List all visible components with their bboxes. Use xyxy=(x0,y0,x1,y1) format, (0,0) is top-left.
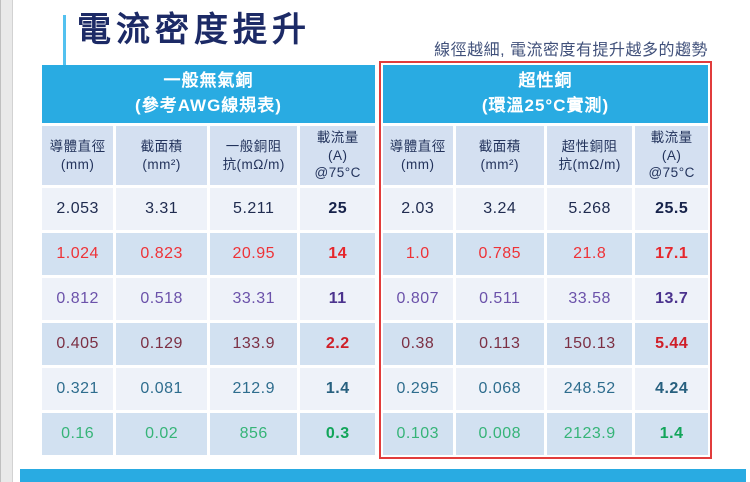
table-cell: 0.02 xyxy=(116,413,207,455)
table-cell: 25 xyxy=(300,188,375,230)
table-cell: 2.053 xyxy=(42,188,114,230)
table-cell: 1.024 xyxy=(42,233,114,275)
column-header: 超性銅阻 抗(mΩ/m) xyxy=(547,126,633,185)
table-cell: 17.1 xyxy=(635,233,708,275)
group-header-line2: (參考AWG線規表) xyxy=(135,96,282,115)
table-cell: 0.405 xyxy=(42,323,114,365)
table-cell: 0.113 xyxy=(455,323,544,365)
table-cell: 133.9 xyxy=(210,323,298,365)
comparison-tables: 一般無氣銅 (參考AWG線規表) 導體直徑 (mm) 截面積 (mm²) 一般銅阻 抗(m… xyxy=(42,61,712,459)
table-group-header-super: 超性銅 (環溫25°C實測) xyxy=(383,65,708,123)
table-super-copper: 超性銅 (環溫25°C實測) 導體直徑 (mm) 截面積 (mm²) 超性銅阻 抗(mΩ/… xyxy=(383,65,708,455)
column-header: 導體直徑 (mm) xyxy=(383,126,453,185)
table-cell: 0.3 xyxy=(300,413,375,455)
table-cell: 2.2 xyxy=(300,323,375,365)
table-cell: 212.9 xyxy=(210,368,298,410)
page-edge-strip xyxy=(0,0,13,482)
column-header: 導體直徑 (mm) xyxy=(42,126,114,185)
table-cell: 2.03 xyxy=(383,188,453,230)
table-grid-super: 導體直徑 (mm) 截面積 (mm²) 超性銅阻 抗(mΩ/m) 載流量 (A) @75°C 2.… xyxy=(383,126,708,455)
table-cell: 5.44 xyxy=(635,323,708,365)
table-cell: 14 xyxy=(300,233,375,275)
group-header-line1: 超性銅 xyxy=(518,71,573,91)
table-cell: 0.812 xyxy=(42,278,114,320)
column-header: 截面積 (mm²) xyxy=(116,126,207,185)
title-accent-bar xyxy=(63,15,66,65)
table-cell: 0.511 xyxy=(455,278,544,320)
table-cell: 5.211 xyxy=(210,188,298,230)
column-header: 載流量 (A) @75°C xyxy=(635,126,708,185)
red-highlight-outline: 超性銅 (環溫25°C實測) 導體直徑 (mm) 截面積 (mm²) 超性銅阻 抗(mΩ/… xyxy=(379,61,712,459)
table-cell: 2123.9 xyxy=(547,413,633,455)
table-cell: 33.31 xyxy=(210,278,298,320)
table-cell: 0.807 xyxy=(383,278,453,320)
table-cell: 3.31 xyxy=(116,188,207,230)
table-cell: 25.5 xyxy=(635,188,708,230)
table-cell: 1.0 xyxy=(383,233,453,275)
table-cell: 1.4 xyxy=(635,413,708,455)
table-group-header-general: 一般無氣銅 (參考AWG線規表) xyxy=(42,65,375,123)
table-cell: 21.8 xyxy=(547,233,633,275)
table-cell: 0.38 xyxy=(383,323,453,365)
group-header-line1: 一般無氣銅 xyxy=(163,71,254,91)
table-cell: 11 xyxy=(300,278,375,320)
table-general-copper: 一般無氣銅 (參考AWG線規表) 導體直徑 (mm) 截面積 (mm²) 一般銅阻 抗(m… xyxy=(42,65,375,455)
table-cell: 13.7 xyxy=(635,278,708,320)
table-cell: 0.16 xyxy=(42,413,114,455)
table-cell: 248.52 xyxy=(547,368,633,410)
page-title: 電流密度提升 xyxy=(77,11,311,49)
column-header: 截面積 (mm²) xyxy=(455,126,544,185)
table-cell: 856 xyxy=(210,413,298,455)
table-cell: 0.321 xyxy=(42,368,114,410)
table-cell: 20.95 xyxy=(210,233,298,275)
table-cell: 3.24 xyxy=(455,188,544,230)
table-cell: 0.068 xyxy=(455,368,544,410)
group-header-line2: (環溫25°C實測) xyxy=(481,96,610,115)
table-cell: 5.268 xyxy=(547,188,633,230)
footer-bar xyxy=(20,469,746,482)
table-cell: 0.129 xyxy=(116,323,207,365)
column-header: 載流量 (A) @75°C xyxy=(300,126,375,185)
table-cell: 33.58 xyxy=(547,278,633,320)
table-cell: 0.008 xyxy=(455,413,544,455)
table-cell: 0.785 xyxy=(455,233,544,275)
subtitle-note: 線徑越細, 電流密度有提升越多的趨勢 xyxy=(434,42,708,59)
table-cell: 0.518 xyxy=(116,278,207,320)
table-cell: 4.24 xyxy=(635,368,708,410)
table-cell: 0.823 xyxy=(116,233,207,275)
table-cell: 150.13 xyxy=(547,323,633,365)
table-grid-general: 導體直徑 (mm) 截面積 (mm²) 一般銅阻 抗(mΩ/m) 載流量 (A) @75°C 2.… xyxy=(42,126,375,455)
table-cell: 0.081 xyxy=(116,368,207,410)
table-cell: 0.295 xyxy=(383,368,453,410)
table-cell: 1.4 xyxy=(300,368,375,410)
column-header: 一般銅阻 抗(mΩ/m) xyxy=(210,126,298,185)
table-cell: 0.103 xyxy=(383,413,453,455)
